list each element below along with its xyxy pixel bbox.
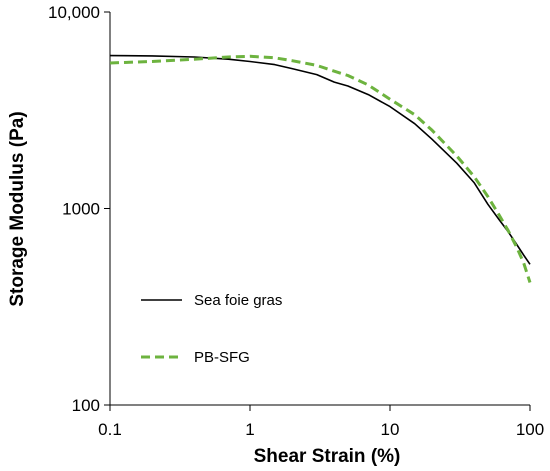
legend-label-1: Sea foie gras — [194, 292, 282, 309]
x-tick-label: 100 — [516, 420, 544, 439]
axes: 100 1000 10,000 0.1 1 10 100 — [48, 3, 544, 439]
series-layer — [109, 54, 532, 283]
x-tick-label: 1 — [245, 420, 254, 439]
y-tick-label: 1000 — [62, 200, 100, 219]
series-line-2 — [109, 54, 532, 283]
x-tick-label: 10 — [381, 420, 400, 439]
x-tick-label: 0.1 — [98, 420, 122, 439]
y-axis-title: Storage Modulus (Pa) — [7, 111, 28, 306]
legend: Sea foie gras PB-SFG — [141, 292, 282, 366]
x-axis-title: Shear Strain (%) — [254, 446, 401, 467]
legend-label-2: PB-SFG — [194, 349, 250, 366]
y-tick-label: 10,000 — [48, 3, 100, 22]
series-line-1 — [109, 54, 531, 265]
y-tick-label: 100 — [72, 396, 100, 415]
